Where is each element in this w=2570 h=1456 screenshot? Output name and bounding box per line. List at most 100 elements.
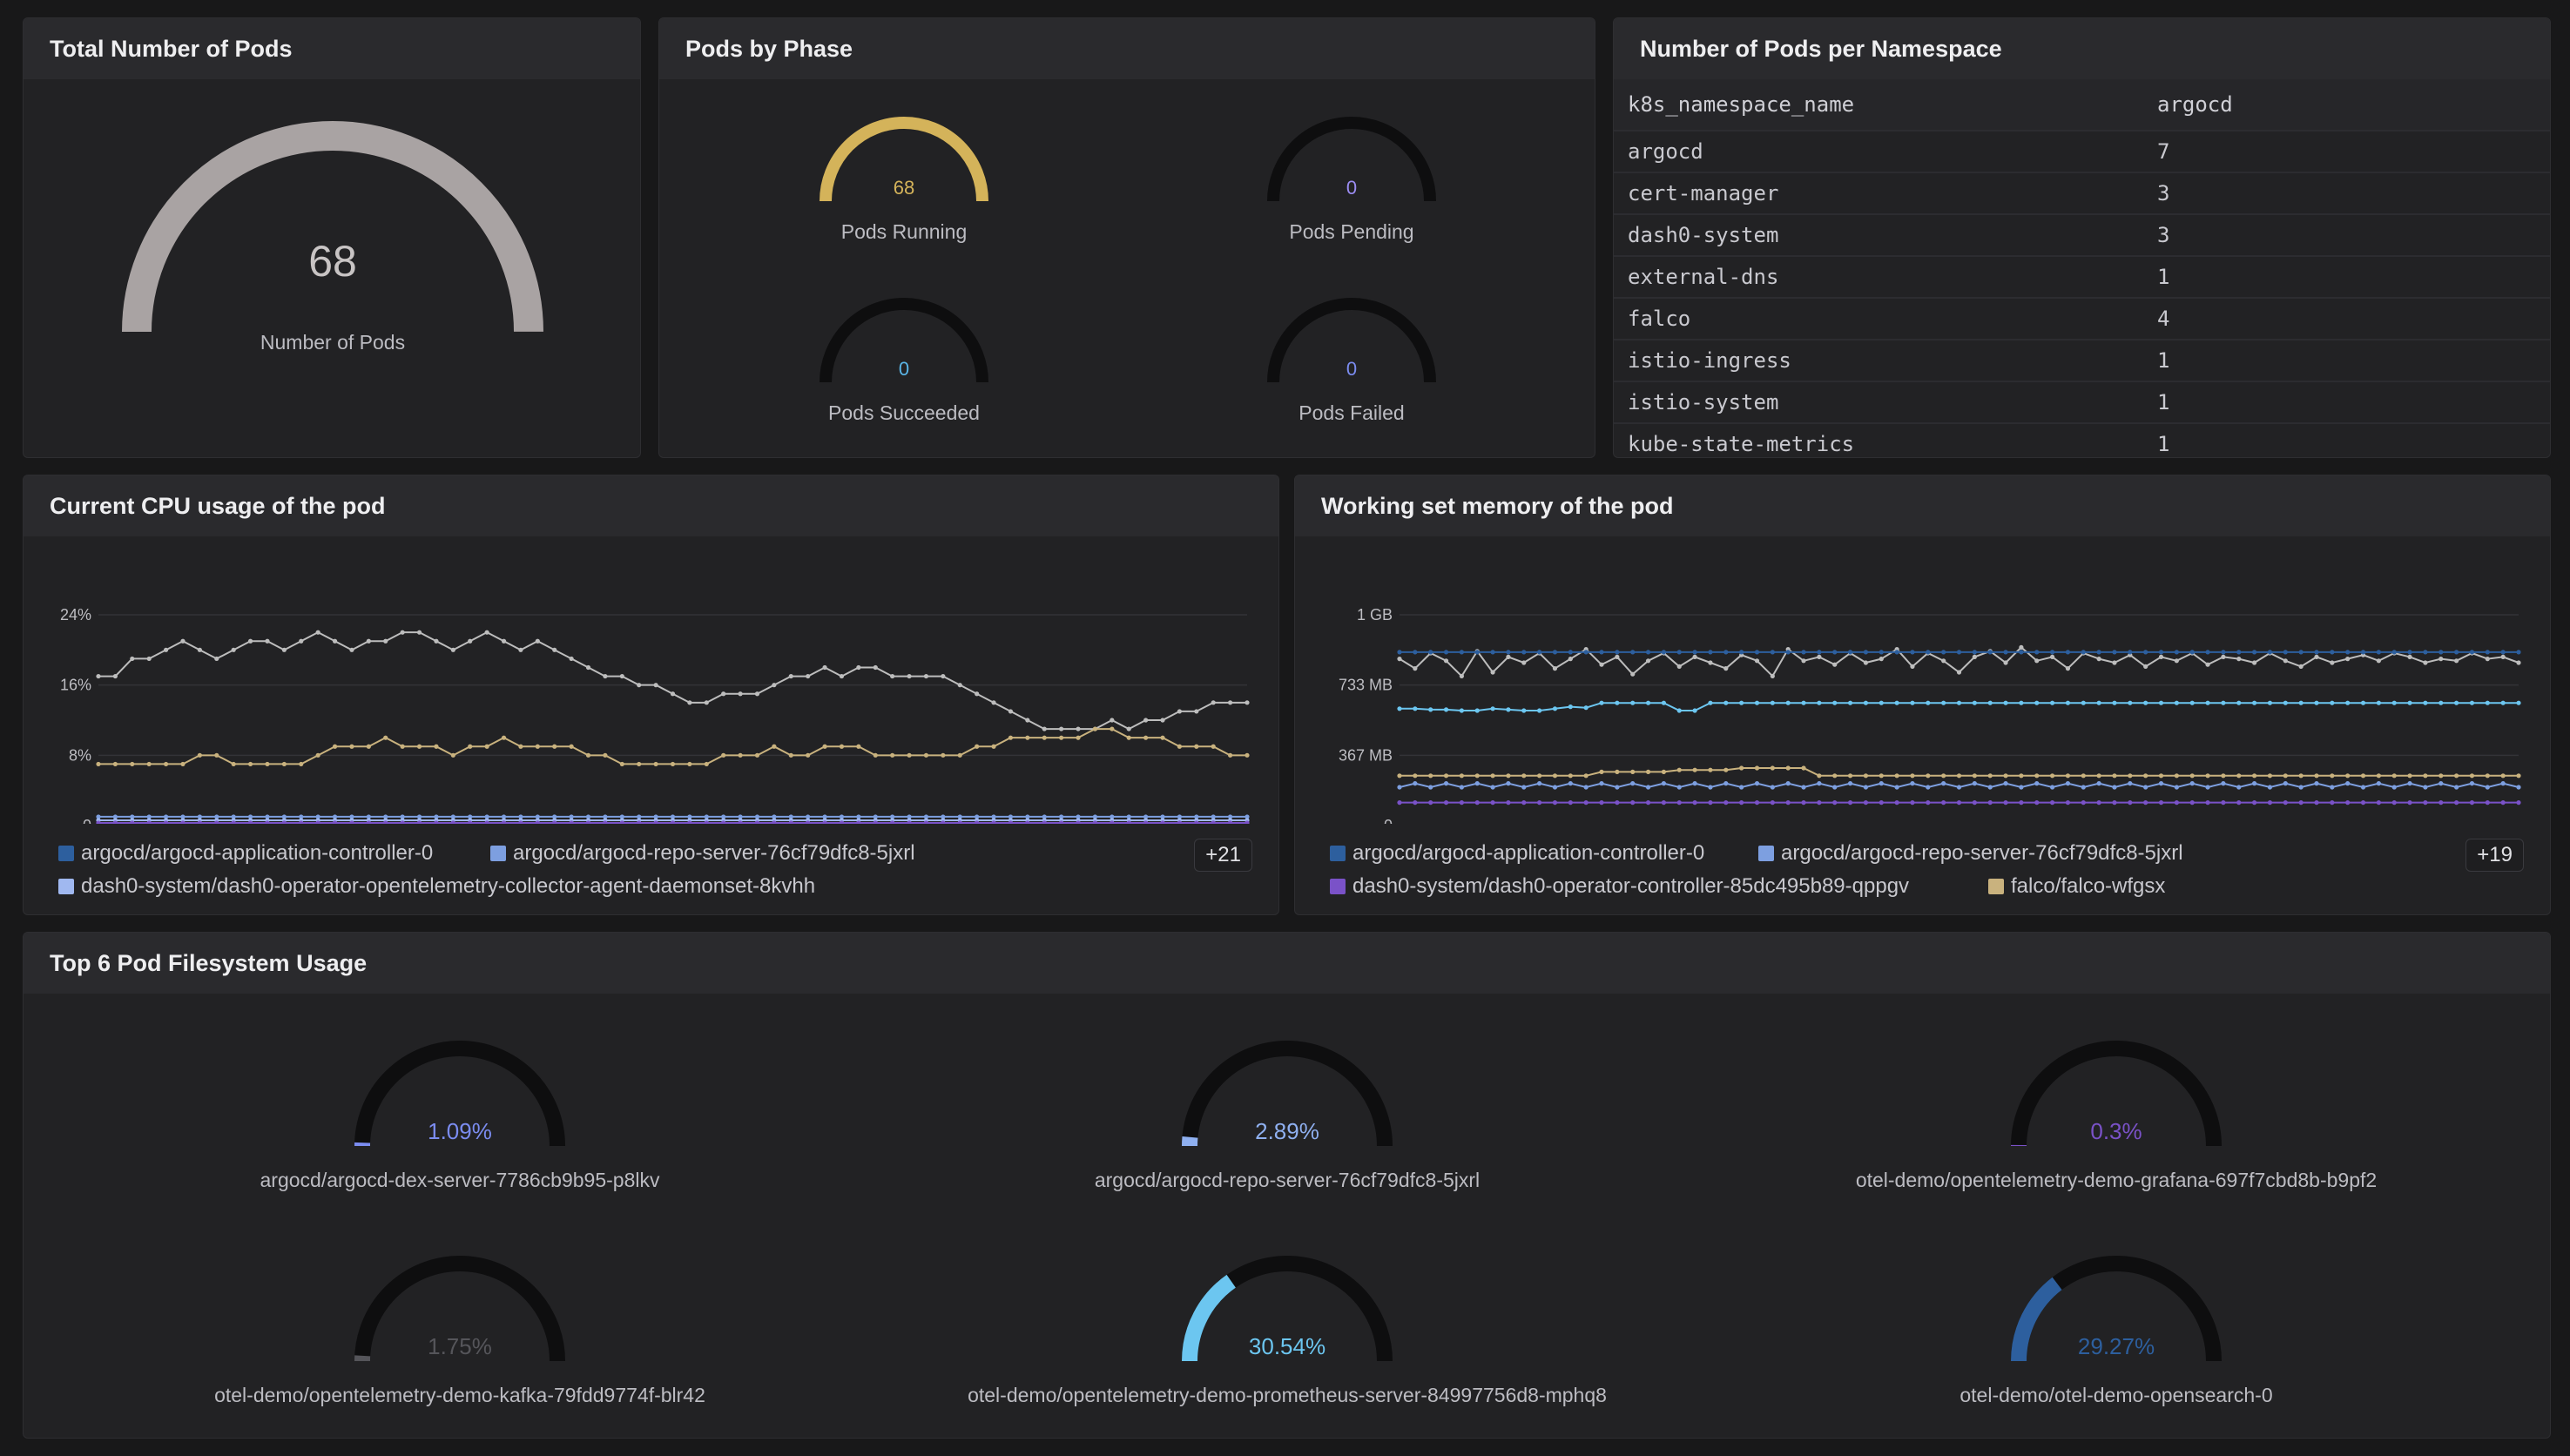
- data-point: [1754, 800, 1760, 806]
- table-row[interactable]: falco 4: [1614, 297, 2550, 340]
- data-point: [1987, 650, 1993, 655]
- table-row[interactable]: dash0-system 3: [1614, 213, 2550, 256]
- column-header[interactable]: k8s_namespace_name: [1614, 79, 2156, 131]
- data-point: [2251, 700, 2257, 705]
- more-series-button[interactable]: +21: [1194, 839, 1252, 872]
- data-point: [535, 814, 540, 819]
- data-point: [2485, 650, 2490, 655]
- data-point: [1160, 735, 1165, 740]
- data-point: [1397, 657, 1402, 662]
- data-point: [2236, 700, 2242, 705]
- legend-item[interactable]: dash0-system/dash0-operator-opentelemetr…: [58, 874, 815, 899]
- data-point: [1474, 800, 1480, 806]
- data-point: [569, 814, 574, 819]
- data-point: [890, 673, 895, 679]
- data-point: [856, 814, 861, 819]
- data-point: [2189, 773, 2195, 779]
- data-point: [1443, 800, 1449, 806]
- data-point: [569, 744, 574, 749]
- legend-swatch: [1330, 879, 1346, 894]
- data-point: [1987, 773, 1993, 779]
- legend-item[interactable]: falco/falco-wfgsx: [1988, 874, 2165, 899]
- legend-item[interactable]: dash0-system/dash0-operator-controller-8…: [1330, 874, 1909, 899]
- cpu-line-chart[interactable]: 24%16%8%010:07:3710:12:0710:16:3710:21:0…: [24, 536, 1279, 824]
- data-point: [975, 691, 980, 697]
- data-point: [1008, 709, 1014, 714]
- data-point: [231, 820, 236, 824]
- data-point: [1630, 769, 1636, 774]
- panel-title: Number of Pods per Namespace: [1614, 18, 2550, 79]
- data-point: [2298, 700, 2304, 705]
- data-point: [1599, 650, 1604, 655]
- data-point: [1552, 650, 1558, 655]
- data-point: [721, 691, 726, 697]
- data-point: [1910, 700, 1915, 705]
- column-header[interactable]: argocd: [2156, 79, 2550, 131]
- data-point: [2345, 657, 2351, 662]
- data-point: [2034, 773, 2040, 779]
- data-point: [2112, 660, 2117, 665]
- data-point: [1739, 700, 1744, 705]
- table-row[interactable]: istio-system 1: [1614, 381, 2550, 423]
- data-point: [1676, 708, 1682, 713]
- data-point: [839, 820, 845, 824]
- table-row[interactable]: argocd 7: [1614, 130, 2550, 172]
- legend-item[interactable]: argocd/argocd-repo-server-76cf79dfc8-5jx…: [490, 841, 915, 866]
- legend-swatch: [1758, 846, 1774, 861]
- data-point: [1506, 781, 1511, 786]
- data-point: [975, 744, 980, 749]
- data-point: [2438, 650, 2444, 655]
- data-point: [1428, 785, 1433, 790]
- table-cell: kube-state-metrics: [1614, 422, 2156, 457]
- data-point: [2003, 700, 2008, 705]
- data-point: [2423, 800, 2428, 806]
- panel-title: Working set memory of the pod: [1295, 475, 2550, 536]
- data-point: [1956, 670, 1962, 675]
- data-point: [2330, 700, 2335, 705]
- data-point: [2267, 700, 2273, 705]
- data-point: [468, 638, 473, 644]
- data-point: [637, 820, 642, 824]
- legend-item[interactable]: argocd/argocd-application-controller-0: [1330, 841, 1704, 866]
- data-point: [1645, 785, 1651, 790]
- data-point: [299, 638, 304, 644]
- data-point: [535, 820, 540, 824]
- data-point: [721, 814, 726, 819]
- table-row[interactable]: kube-state-metrics 1: [1614, 422, 2550, 457]
- data-point: [2221, 700, 2226, 705]
- table-row[interactable]: istio-ingress 1: [1614, 339, 2550, 381]
- data-point: [1817, 800, 1822, 806]
- gauge-value: 1.75%: [428, 1333, 492, 1359]
- data-point: [670, 820, 676, 824]
- data-point: [1177, 820, 1183, 824]
- legend-swatch: [1330, 846, 1346, 861]
- data-point: [1177, 744, 1183, 749]
- data-point: [2345, 773, 2351, 779]
- data-point: [619, 820, 624, 824]
- data-point: [1459, 650, 1464, 655]
- data-point: [687, 761, 692, 767]
- data-point: [1910, 773, 1915, 779]
- data-point: [1537, 781, 1542, 786]
- table-row[interactable]: external-dns 1: [1614, 255, 2550, 298]
- data-point: [2376, 650, 2381, 655]
- data-point: [2516, 660, 2521, 665]
- data-point: [2112, 700, 2117, 705]
- data-point: [1474, 708, 1480, 713]
- data-point: [299, 761, 304, 767]
- data-point: [923, 820, 929, 824]
- legend-item[interactable]: argocd/argocd-application-controller-0: [58, 841, 433, 866]
- data-point: [1568, 773, 1573, 779]
- data-point: [907, 820, 912, 824]
- data-point: [2221, 781, 2226, 786]
- data-point: [2500, 773, 2506, 779]
- data-point: [2019, 644, 2024, 650]
- data-point: [2314, 654, 2319, 659]
- table-row[interactable]: cert-manager 3: [1614, 172, 2550, 214]
- series-line[interactable]: [98, 728, 1247, 765]
- more-series-button[interactable]: +19: [2465, 839, 2524, 872]
- data-point: [1245, 700, 1250, 705]
- series-line[interactable]: [98, 631, 1247, 731]
- legend-item[interactable]: argocd/argocd-repo-server-76cf79dfc8-5jx…: [1758, 841, 2183, 866]
